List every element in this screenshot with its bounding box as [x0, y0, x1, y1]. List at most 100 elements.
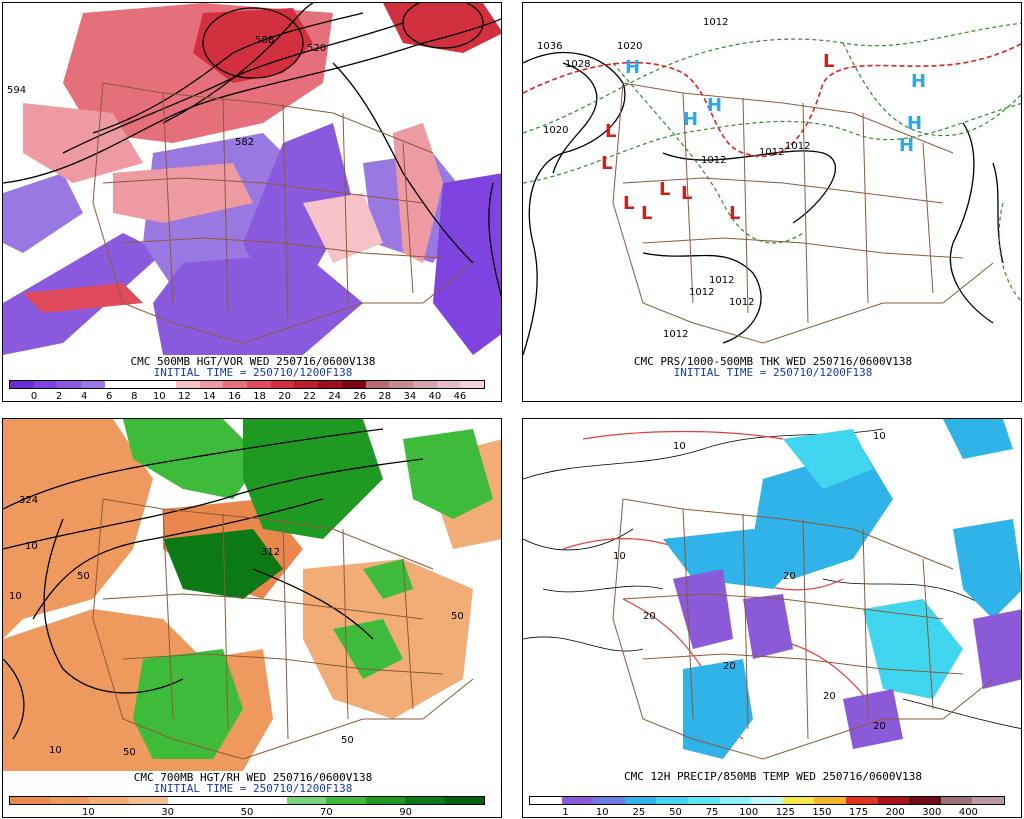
panel-title: CMC 500MB HGT/VOR WED 250716/0600V138 [130, 355, 376, 368]
colorbar-segment [168, 797, 208, 804]
colorbar-segment [972, 797, 1004, 804]
colorbar-segment [10, 381, 34, 388]
colorbar-segment [294, 381, 319, 388]
svg-text:50: 50 [341, 735, 354, 746]
colorbar-ticks: 0 2 4 6 8 10 12 14 16 18 20 22 24 26 28 34 40 46 [9, 391, 485, 402]
panel-500mb-vorticity: 594 582 588 520 CMC 500MB HGT/VOR WED 25… [2, 2, 502, 402]
colorbar-tick-label: 28 [378, 391, 392, 402]
low-pressure-marker: L [729, 203, 740, 224]
map-700mb-rh: 324 312 10 50 50 50 10 10 50 [3, 419, 501, 771]
svg-text:1036: 1036 [537, 41, 562, 52]
svg-text:10: 10 [613, 551, 626, 562]
svg-text:20: 20 [723, 661, 736, 672]
colorbar-segment [593, 797, 625, 804]
colorbar-tick-label: 40 [428, 391, 442, 402]
colorbar-tick-label: 0 [30, 391, 38, 402]
svg-text:1020: 1020 [617, 41, 642, 52]
colorbar-segment [286, 797, 326, 804]
colorbar-segment [49, 797, 89, 804]
colorbar-tick-label: 26 [353, 391, 367, 402]
colorbar-segment [57, 381, 82, 388]
colorbar-tick-label: 16 [228, 391, 241, 402]
colorbar-tick-label: 400 [958, 807, 978, 818]
svg-text:1012: 1012 [663, 329, 688, 340]
vorticity-shading [3, 3, 501, 355]
high-pressure-marker: H [907, 113, 922, 134]
low-pressure-marker: L [659, 179, 670, 200]
colorbar [9, 380, 485, 389]
colorbar-segment [909, 797, 941, 804]
svg-text:312: 312 [261, 547, 280, 558]
colorbar-tick-label: 200 [885, 807, 905, 818]
colorbar-segment [89, 797, 129, 804]
thickness-contours [523, 22, 1021, 302]
contour-label: 588 [255, 35, 274, 46]
colorbar-segment [247, 797, 287, 804]
colorbar-segment [719, 797, 752, 804]
svg-text:1012: 1012 [689, 287, 714, 298]
low-pressure-marker: L [641, 203, 652, 224]
contour-label: 520 [307, 43, 326, 54]
svg-text:1012: 1012 [785, 141, 810, 152]
colorbar-segment [33, 381, 58, 388]
colorbar-tick-label: 1 [562, 807, 569, 818]
svg-text:50: 50 [123, 747, 136, 758]
colorbar-segment [199, 381, 224, 388]
map-pressure-thickness: H H H H H H L L L L L L L L 1036 1028 10… [523, 17, 1021, 355]
colorbar-segment [624, 797, 657, 804]
svg-text:20: 20 [823, 691, 836, 702]
colorbar-tick-label: 300 [922, 807, 942, 818]
map-precip-850temp: 10 10 20 20 20 20 20 10 [523, 419, 1021, 760]
colorbar-segment [247, 381, 271, 388]
colorbar-tick-label: 50 [669, 807, 682, 818]
colorbar-tick-label: 75 [705, 807, 719, 818]
colorbar-tick-label: 70 [319, 807, 333, 818]
colorbar-tick-label: 20 [278, 391, 291, 402]
colorbar-tick-label: 175 [848, 807, 869, 818]
colorbar-tick-label: 24 [328, 391, 342, 402]
colorbar-segment [436, 381, 461, 388]
colorbar-segment [152, 381, 176, 388]
colorbar-segment [341, 381, 366, 388]
colorbar-tick-label: 18 [253, 391, 266, 402]
svg-text:50: 50 [451, 611, 464, 622]
colorbar-tick-label: 10 [81, 807, 95, 818]
colorbar-segment [223, 381, 248, 388]
svg-text:1020: 1020 [543, 125, 568, 136]
height-contours [3, 3, 501, 298]
svg-text:324: 324 [19, 495, 38, 506]
colorbar-tick-label: 25 [632, 807, 646, 818]
contour-labels: 324 312 10 50 50 50 10 10 50 [9, 495, 464, 758]
colorbar-segment [845, 797, 878, 804]
colorbar-segment [814, 797, 846, 804]
colorbar-segment [656, 797, 688, 804]
colorbar-segment [270, 381, 295, 388]
rh-shading [3, 419, 501, 771]
svg-text:1012: 1012 [709, 275, 734, 286]
low-pressure-marker: L [601, 153, 612, 174]
thickness-540-line [523, 43, 1021, 157]
high-pressure-marker: H [899, 135, 914, 156]
colorbar-segment [81, 381, 105, 388]
colorbar-segment [561, 797, 594, 804]
panel-title: CMC 700MB HGT/RH WED 250716/0600V138 [133, 771, 373, 784]
low-pressure-marker: L [605, 121, 616, 142]
precip-shading [663, 419, 1021, 759]
svg-text:10: 10 [49, 745, 62, 756]
svg-text:1012: 1012 [729, 297, 754, 308]
svg-text:10: 10 [9, 591, 22, 602]
low-pressure-markers: L L L L L L L L [601, 51, 834, 224]
colorbar-tick-label: 125 [775, 807, 795, 818]
colorbar-tick-label: 14 [203, 391, 216, 402]
initial-time: INITIAL TIME = 250710/1200F138 [673, 366, 873, 379]
colorbar-tick-label: 6 [106, 391, 113, 402]
colorbar-tick-label: 2 [55, 391, 63, 402]
high-pressure-marker: H [707, 95, 722, 116]
political-boundaries [92, 82, 474, 344]
colorbar [9, 796, 485, 805]
colorbar-segment [365, 797, 405, 804]
political-boundaries [612, 498, 994, 760]
colorbar-tick-label: 50 [240, 807, 254, 818]
map-500mb-vorticity: 594 582 588 520 [3, 3, 501, 355]
colorbar-segment [318, 381, 342, 388]
